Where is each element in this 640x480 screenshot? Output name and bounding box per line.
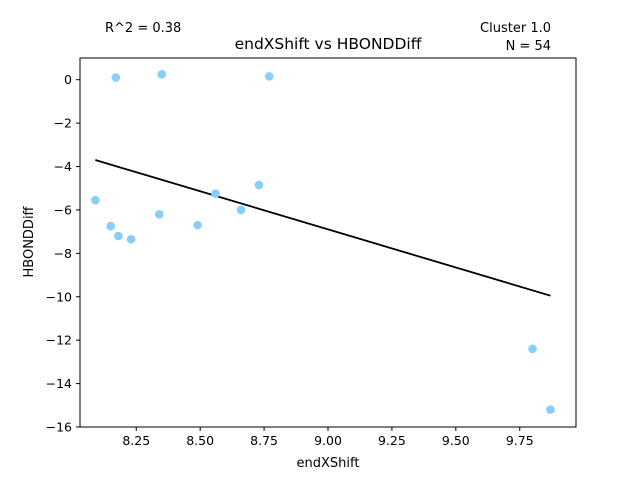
data-point-5 xyxy=(127,235,136,244)
x-tick-label: 8.75 xyxy=(250,433,278,448)
data-point-6 xyxy=(155,210,164,219)
n-count-annotation: N = 54 xyxy=(506,39,551,54)
chart-title: endXShift vs HBONDDiff xyxy=(235,35,422,53)
y-tick-label: −8 xyxy=(54,246,72,261)
y-axis-label: HBONDDiff xyxy=(22,205,37,277)
x-tick-label: 9.25 xyxy=(378,433,406,448)
r-squared-annotation: R^2 = 0.38 xyxy=(105,21,181,36)
data-point-8 xyxy=(193,221,202,230)
y-tick-label: −14 xyxy=(46,376,72,391)
x-tick-label: 9.00 xyxy=(314,433,342,448)
data-point-14 xyxy=(546,405,555,414)
y-tick-label: −10 xyxy=(46,289,72,304)
x-tick-label: 9.75 xyxy=(506,433,534,448)
data-point-7 xyxy=(158,70,167,79)
data-point-2 xyxy=(106,222,115,231)
data-point-13 xyxy=(528,345,537,354)
y-tick-label: 0 xyxy=(64,72,72,87)
data-point-3 xyxy=(111,73,120,82)
y-tick-label: −12 xyxy=(46,333,72,348)
data-point-4 xyxy=(114,232,123,241)
x-tick-label: 8.50 xyxy=(186,433,214,448)
data-point-1 xyxy=(91,196,100,205)
x-axis-label: endXShift xyxy=(297,456,360,471)
data-point-11 xyxy=(255,181,264,190)
cluster-annotation: Cluster 1.0 xyxy=(480,21,551,36)
data-point-12 xyxy=(265,72,274,81)
data-point-10 xyxy=(237,206,246,215)
y-tick-label: −6 xyxy=(54,202,72,217)
y-tick-label: −16 xyxy=(46,420,72,435)
y-tick-label: −2 xyxy=(54,116,72,131)
x-tick-label: 9.50 xyxy=(442,433,470,448)
data-point-9 xyxy=(211,189,220,198)
y-tick-label: −4 xyxy=(54,159,72,174)
x-tick-label: 8.25 xyxy=(122,433,150,448)
